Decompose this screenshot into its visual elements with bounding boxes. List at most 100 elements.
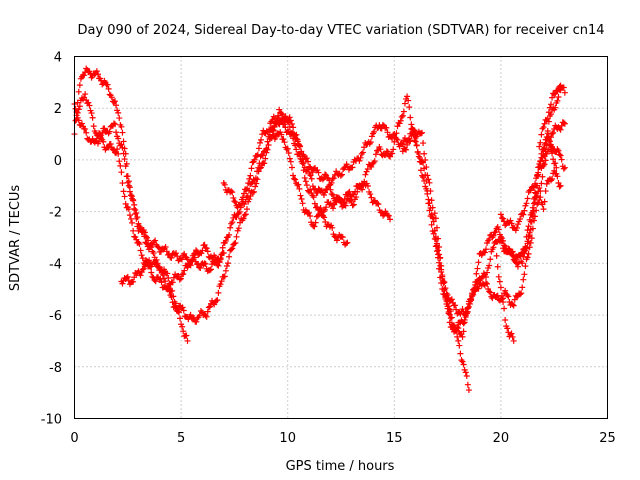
data-point [181, 250, 188, 257]
data-point [368, 133, 375, 140]
data-point [487, 256, 494, 263]
data-point [292, 176, 299, 183]
data-point [349, 202, 356, 209]
data-point [486, 262, 493, 269]
data-point [552, 104, 559, 111]
data-point [542, 157, 549, 164]
data-point [155, 244, 162, 251]
series-track-g [399, 125, 560, 334]
data-point [415, 150, 422, 157]
data-point [343, 240, 350, 247]
data-point [348, 198, 355, 205]
data-point [120, 188, 127, 195]
data-point [197, 265, 204, 272]
data-point [179, 304, 186, 311]
data-point [137, 247, 144, 254]
data-point [308, 175, 315, 182]
data-point [459, 358, 466, 365]
data-point [116, 158, 123, 165]
data-point [534, 192, 541, 199]
data-point [399, 141, 406, 148]
data-point [525, 250, 532, 257]
data-point [459, 306, 466, 313]
data-point [221, 181, 228, 188]
data-point [540, 124, 547, 131]
data-point [401, 100, 408, 107]
data-point [545, 146, 552, 153]
data-point [536, 185, 543, 192]
data-point [75, 88, 82, 95]
data-point [500, 245, 507, 252]
data-point [266, 131, 273, 138]
data-point [532, 189, 539, 196]
data-point [442, 285, 449, 292]
data-point [532, 199, 539, 206]
data-point [406, 104, 413, 111]
data-point [428, 211, 435, 218]
data-point [417, 130, 424, 137]
data-point [368, 194, 375, 201]
data-point [174, 308, 181, 315]
data-point [435, 235, 442, 242]
data-point [309, 183, 316, 190]
data-point [217, 256, 224, 263]
data-point [462, 314, 469, 321]
data-point [551, 91, 558, 98]
data-point [550, 156, 557, 163]
data-point [121, 193, 128, 200]
data-point [284, 145, 291, 152]
data-point [406, 135, 413, 142]
data-point [133, 215, 140, 222]
data-point [416, 154, 423, 161]
data-point [248, 165, 255, 172]
data-point [404, 93, 411, 100]
data-point [118, 169, 125, 176]
data-point [489, 295, 496, 302]
y-tick-label: -10 [41, 413, 62, 428]
data-point [555, 94, 562, 101]
data-point [454, 323, 461, 330]
data-point [86, 68, 93, 75]
data-point [527, 239, 534, 246]
series-track-b [71, 100, 394, 325]
data-point [204, 308, 211, 315]
series-track-d [118, 241, 227, 288]
data-point [518, 290, 525, 297]
data-point [452, 302, 459, 309]
data-point [231, 198, 238, 205]
data-point [120, 138, 127, 145]
x-tick-label: 20 [493, 431, 510, 446]
data-point [115, 150, 122, 157]
data-point [329, 224, 336, 231]
data-point [398, 140, 405, 147]
data-point [546, 104, 553, 111]
data-point [130, 197, 137, 204]
data-point [74, 99, 81, 106]
data-point [307, 172, 314, 179]
data-point [548, 134, 555, 141]
data-point [374, 200, 381, 207]
data-point [433, 224, 440, 231]
data-point [425, 176, 432, 183]
data-point [520, 253, 527, 260]
data-point [217, 281, 224, 288]
data-point [244, 192, 251, 199]
data-point [550, 129, 557, 136]
data-point [197, 307, 204, 314]
data-point [507, 217, 514, 224]
data-point [455, 325, 462, 332]
data-point [549, 175, 556, 182]
data-point [202, 312, 209, 319]
data-point [283, 115, 290, 122]
data-point [150, 250, 157, 257]
data-point [486, 288, 493, 295]
data-point [466, 300, 473, 307]
data-point [342, 202, 349, 209]
y-tick-label: -8 [49, 361, 62, 376]
data-point [498, 292, 505, 299]
data-point [519, 260, 526, 267]
data-point [328, 179, 335, 186]
data-point [305, 158, 312, 165]
data-point [250, 188, 257, 195]
data-point [78, 120, 85, 127]
